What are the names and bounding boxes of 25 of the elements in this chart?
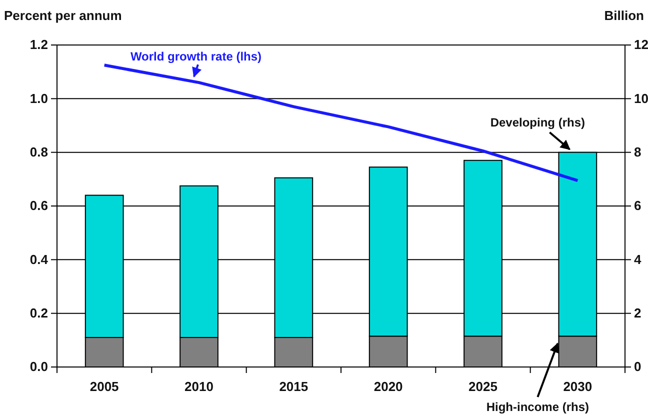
y2-tick-label: 8 xyxy=(634,144,642,160)
y-tick-label: 0.0 xyxy=(30,359,48,374)
x-tick-label: 2030 xyxy=(563,379,592,394)
x-tick-label: 2005 xyxy=(90,379,119,394)
y-tick-label: 0.4 xyxy=(30,252,49,267)
y2-tick-label: 6 xyxy=(634,198,642,214)
x-tick-label: 2015 xyxy=(279,379,308,394)
y-tick-label: 0.8 xyxy=(30,144,48,160)
x-tick-label: 2025 xyxy=(468,379,498,394)
y2-tick-label: 10 xyxy=(634,90,648,106)
y2-tick-label: 12 xyxy=(634,37,648,52)
y-tick-label: 1.2 xyxy=(30,37,48,52)
y2-tick-label: 4 xyxy=(634,252,642,267)
y-tick-label: 1.0 xyxy=(30,90,48,106)
series-label: World growth rate (lhs) xyxy=(130,50,262,64)
x-tick-label: 2010 xyxy=(184,379,214,394)
y-axis-title: Percent per annum xyxy=(4,8,122,23)
x-tick-label: 2020 xyxy=(374,379,403,394)
text: High-income (rhs) xyxy=(486,400,590,414)
y-tick-label: 0.2 xyxy=(30,305,48,320)
y-tick-label: 0.6 xyxy=(30,198,48,214)
y2-axis-title: Billion xyxy=(604,8,644,23)
y2-tick-label: 0 xyxy=(634,359,642,374)
y2-tick-label: 2 xyxy=(634,305,642,320)
series-label: Developing (rhs) xyxy=(490,115,586,130)
